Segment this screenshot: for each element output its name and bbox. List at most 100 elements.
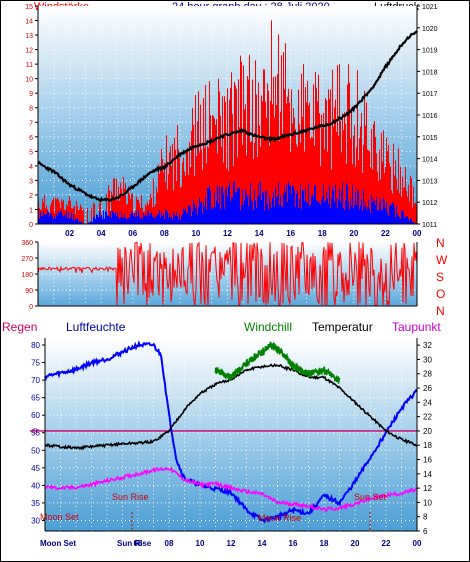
wind-direction-axes: 0 90 180 270 360: [21, 240, 418, 311]
compass-n-top: N: [436, 236, 445, 250]
y-left-tick-label: 2: [29, 193, 33, 200]
wind-direction-panel: 0 90 180 270 360 N W S O N: [21, 236, 448, 318]
y-right-tick-label: 28: [423, 370, 432, 379]
compass-n-bottom: N: [436, 304, 445, 318]
y-left-tick-label: 4: [29, 164, 33, 171]
y-left-tick-label: 40: [31, 481, 40, 490]
temperature-humidity-axes: 30 35 40 45 50 55 60 65 70 75 80 6 8 10 12 14 16 18 20 22 24…: [31, 338, 432, 548]
y-right-tick-label: 1020: [422, 26, 438, 33]
y-right-tick-label: 1014: [422, 157, 438, 164]
y-left-tick-label: 75: [31, 359, 40, 368]
y-left-tick-label: 12: [25, 48, 33, 55]
x-tick-label: 04: [97, 229, 106, 238]
y-left-tick-label: 8: [29, 106, 33, 113]
y-left-tick-label: 35: [31, 499, 40, 508]
y-left-tick-label: 0: [29, 222, 33, 229]
temperature-humidity-series: 0: [30, 339, 418, 524]
x-tick-label: 18: [320, 539, 329, 548]
x-tick-label: 10: [196, 539, 205, 548]
axis-sun-rise-label: Sun Rise: [117, 539, 152, 548]
y-right-tick-label: 1013: [422, 178, 438, 185]
x-tick-label: 16: [289, 539, 298, 548]
y-tick-label: 180: [21, 272, 33, 279]
y-right-tick-label: 10: [423, 498, 432, 507]
wind-bars: [38, 20, 417, 224]
x-tick-label: 12: [223, 229, 232, 238]
y-right-tick-label: 1021: [422, 4, 438, 11]
compass-o: O: [436, 287, 445, 301]
series-line-windchill: [214, 341, 341, 384]
y-tick-label: 90: [25, 288, 33, 295]
legend-taupunkt: Taupunkt: [392, 320, 441, 334]
x-tick-label: 12: [227, 539, 236, 548]
y-right-tick-label: 1012: [422, 200, 438, 207]
y-right-tick-label: 1011: [422, 222, 437, 229]
sun-set-label: Sun Set: [354, 492, 387, 502]
x-tick-label: 10: [191, 229, 200, 238]
sun-rise-label: Sun Rise: [112, 492, 149, 502]
legend-regen: Regen: [2, 320, 37, 334]
x-tick-label: 20: [351, 539, 360, 548]
y-right-tick-label: 1019: [422, 48, 438, 55]
x-tick-label: 00: [413, 539, 422, 548]
y-left-tick-label: 11: [26, 62, 33, 69]
y-left-tick-label: 30: [31, 516, 40, 525]
x-tick-label: 14: [255, 229, 264, 238]
x-tick-label: 22: [381, 229, 390, 238]
y-left-tick-label: 9: [29, 91, 33, 98]
pressure-line: [37, 30, 418, 203]
y-right-tick-label: 30: [423, 355, 432, 364]
wind-pressure-panel: 0123456789101112131415101110121013101410…: [25, 4, 437, 238]
y-tick-label: 270: [21, 256, 33, 263]
x-tick-label: 16: [286, 229, 295, 238]
temperature-humidity-panel: 0 30 35 40 45 50 55 60 65 70 75 80 6 8 10 12 14 16 18 20 22…: [30, 338, 432, 548]
y-left-tick-label: 55: [31, 429, 40, 438]
y-left-tick-label: 45: [31, 464, 40, 473]
compass-w: W: [436, 253, 448, 267]
wind-pressure-axes: 0123456789101112131415101110121013101410…: [25, 4, 437, 238]
series-line-taupunkt: [44, 466, 418, 512]
x-tick-label: 18: [318, 229, 327, 238]
y-left-tick-label: 14: [25, 19, 33, 26]
y-left-tick-label: 15: [25, 4, 33, 11]
y-tick-label: 360: [21, 240, 33, 247]
pressure-series: [37, 30, 418, 203]
y-right-tick-label: 20: [423, 427, 432, 436]
x-tick-label: 06: [128, 229, 137, 238]
y-right-tick-label: 14: [423, 470, 432, 479]
y-right-tick-label: 1016: [422, 113, 438, 120]
y-right-tick-label: 26: [423, 384, 432, 393]
compass-s: S: [436, 270, 444, 284]
legend-luftfeuchte: Luftfeuchte: [66, 320, 126, 334]
x-tick-label: 08: [160, 229, 169, 238]
moon-set-label: Moon Set: [40, 512, 79, 522]
y-right-tick-label: 22: [423, 413, 432, 422]
x-tick-label: 20: [349, 229, 358, 238]
y-right-tick-label: 18: [423, 441, 432, 450]
x-tick-label: 22: [382, 539, 391, 548]
rain-zero-label: 0: [33, 427, 38, 436]
y-left-tick-label: 60: [31, 411, 40, 420]
wind-direction-line: [37, 241, 418, 307]
y-left-tick-label: 3: [29, 178, 33, 185]
legend-temperatur: Temperatur: [312, 320, 373, 334]
y-left-tick-label: 5: [29, 149, 33, 156]
y-right-tick-label: 1015: [422, 135, 438, 142]
wind-direction-series: [37, 241, 418, 307]
y-left-tick-label: 1: [29, 207, 33, 214]
wind-pressure-grid: [38, 6, 417, 224]
x-tick-label: 14: [258, 539, 267, 548]
x-tick-label: 02: [65, 229, 74, 238]
y-left-tick-label: 50: [31, 446, 40, 455]
x-tick-label: 08: [165, 539, 174, 548]
y-right-tick-label: 12: [423, 484, 432, 493]
x-tick-label: 06: [134, 539, 143, 548]
y-left-tick-label: 65: [31, 394, 40, 403]
axis-moon-set-label: Moon Set: [40, 539, 76, 548]
y-right-tick-label: 24: [423, 398, 432, 407]
y-right-tick-label: 16: [423, 456, 432, 465]
y-tick-label: 0: [29, 304, 33, 311]
y-right-tick-label: 32: [423, 341, 432, 350]
y-left-tick-label: 70: [31, 376, 40, 385]
